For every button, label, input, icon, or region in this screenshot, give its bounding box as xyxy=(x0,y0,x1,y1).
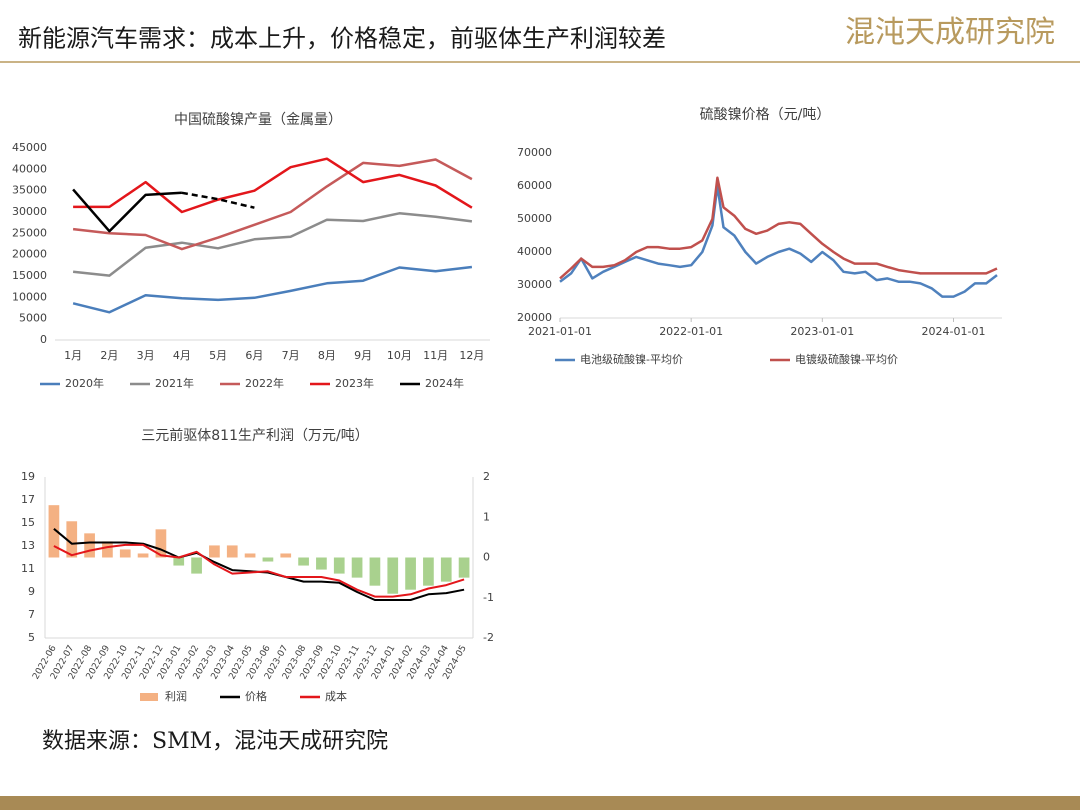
bar xyxy=(48,505,60,558)
bar xyxy=(405,557,416,590)
tick-label: 7 xyxy=(28,608,35,621)
bar xyxy=(66,521,78,558)
series-line xyxy=(53,543,465,598)
bar xyxy=(369,557,381,586)
tick-label: 30000 xyxy=(12,205,47,218)
bar xyxy=(244,553,256,558)
tick-label: 30000 xyxy=(517,278,552,291)
bar xyxy=(440,557,452,582)
chart-title: 中国硫酸镍产量（金属量） xyxy=(174,112,342,128)
legend-label: 电池级硫酸镍-平均价 xyxy=(580,352,683,366)
bar xyxy=(387,557,399,594)
tick-label: 13 xyxy=(21,539,35,552)
tick-label: 40000 xyxy=(12,162,47,175)
x-tick-label: 2023-01-01 xyxy=(790,325,854,338)
legend-label: 价格 xyxy=(245,689,267,703)
source-note: 数据来源：SMM，混沌天成研究院 xyxy=(42,729,388,754)
tick-label: 5 xyxy=(28,631,35,644)
x-tick-label: 4月 xyxy=(173,349,191,362)
x-tick-label: 11月 xyxy=(423,349,448,362)
tick-label: 0 xyxy=(40,333,47,346)
x-tick-label: 5月 xyxy=(209,349,227,362)
legend-label: 电镀级硫酸镍-平均价 xyxy=(795,352,898,366)
tick-label: -1 xyxy=(483,591,494,604)
tick-label: 15000 xyxy=(12,269,47,282)
x-tick-label: 7月 xyxy=(282,349,300,362)
tick-label: 20000 xyxy=(517,311,552,324)
tick-label: 40000 xyxy=(517,245,552,258)
series-line xyxy=(72,158,473,251)
tick-label: 35000 xyxy=(12,184,47,197)
bar xyxy=(84,533,95,558)
legend-label: 2023年 xyxy=(335,376,374,390)
tick-label: 19 xyxy=(21,470,35,483)
bar xyxy=(209,545,220,558)
x-tick-label: 10月 xyxy=(387,349,412,362)
tick-label: 70000 xyxy=(517,146,552,159)
bar xyxy=(333,557,345,574)
tick-label: 2 xyxy=(483,470,490,483)
legend-label: 成本 xyxy=(325,689,347,703)
bar xyxy=(137,553,149,558)
bar xyxy=(226,545,238,558)
tick-label: 50000 xyxy=(517,212,552,225)
legend-label: 2021年 xyxy=(155,376,194,390)
x-tick-label: 2024-01-01 xyxy=(922,325,986,338)
chart-title: 硫酸镍价格（元/吨） xyxy=(700,107,831,123)
bar xyxy=(423,557,434,586)
legend-swatch xyxy=(140,693,158,701)
series-line xyxy=(72,188,182,233)
tick-label: 5000 xyxy=(19,312,47,325)
bar xyxy=(155,529,167,558)
bar xyxy=(191,557,202,574)
tick-label: 25000 xyxy=(12,226,47,239)
tick-label: 60000 xyxy=(517,179,552,192)
series-line xyxy=(73,157,473,214)
bar xyxy=(102,541,113,558)
series-line xyxy=(181,191,255,209)
bar xyxy=(262,557,274,562)
bar xyxy=(351,557,363,578)
tick-label: -2 xyxy=(483,631,494,644)
tick-label: 15 xyxy=(21,516,35,529)
x-tick-label: 1月 xyxy=(64,349,82,362)
bar xyxy=(316,557,327,570)
legend-label: 2024年 xyxy=(425,376,464,390)
footer-bar xyxy=(0,796,1080,810)
logo: 混沌天成研究院 xyxy=(845,15,1055,50)
series-line xyxy=(559,176,998,280)
series-line xyxy=(72,265,473,314)
chart-title: 三元前驱体811生产利润（万元/吨） xyxy=(141,427,368,444)
series-line xyxy=(72,212,473,277)
series-line xyxy=(559,184,998,298)
tick-label: 10000 xyxy=(12,290,47,303)
x-tick-label: 8月 xyxy=(318,349,336,362)
tick-label: 45000 xyxy=(12,141,47,154)
series-line xyxy=(53,528,465,601)
bar xyxy=(173,557,185,566)
tick-label: 11 xyxy=(21,562,35,575)
tick-label: 20000 xyxy=(12,248,47,261)
slide-title: 新能源汽车需求：成本上升，价格稳定，前驱体生产利润较差 xyxy=(18,25,666,53)
x-tick-label: 6月 xyxy=(245,349,263,362)
tick-label: 1 xyxy=(483,510,490,523)
x-tick-label: 2021-01-01 xyxy=(528,325,592,338)
tick-label: 17 xyxy=(21,493,35,506)
bar xyxy=(298,557,309,566)
tick-label: 9 xyxy=(28,585,35,598)
legend-label: 2020年 xyxy=(65,376,104,390)
bar xyxy=(119,549,131,558)
bar xyxy=(280,553,292,558)
x-tick-label: 2022-01-01 xyxy=(659,325,723,338)
x-tick-label: 9月 xyxy=(354,349,372,362)
tick-label: 0 xyxy=(483,551,490,564)
legend-label: 2022年 xyxy=(245,376,284,390)
x-tick-label: 3月 xyxy=(137,349,155,362)
bar xyxy=(458,557,470,578)
legend-label: 利润 xyxy=(165,689,187,703)
x-tick-label: 2月 xyxy=(100,349,118,362)
x-tick-label: 12月 xyxy=(459,349,484,362)
